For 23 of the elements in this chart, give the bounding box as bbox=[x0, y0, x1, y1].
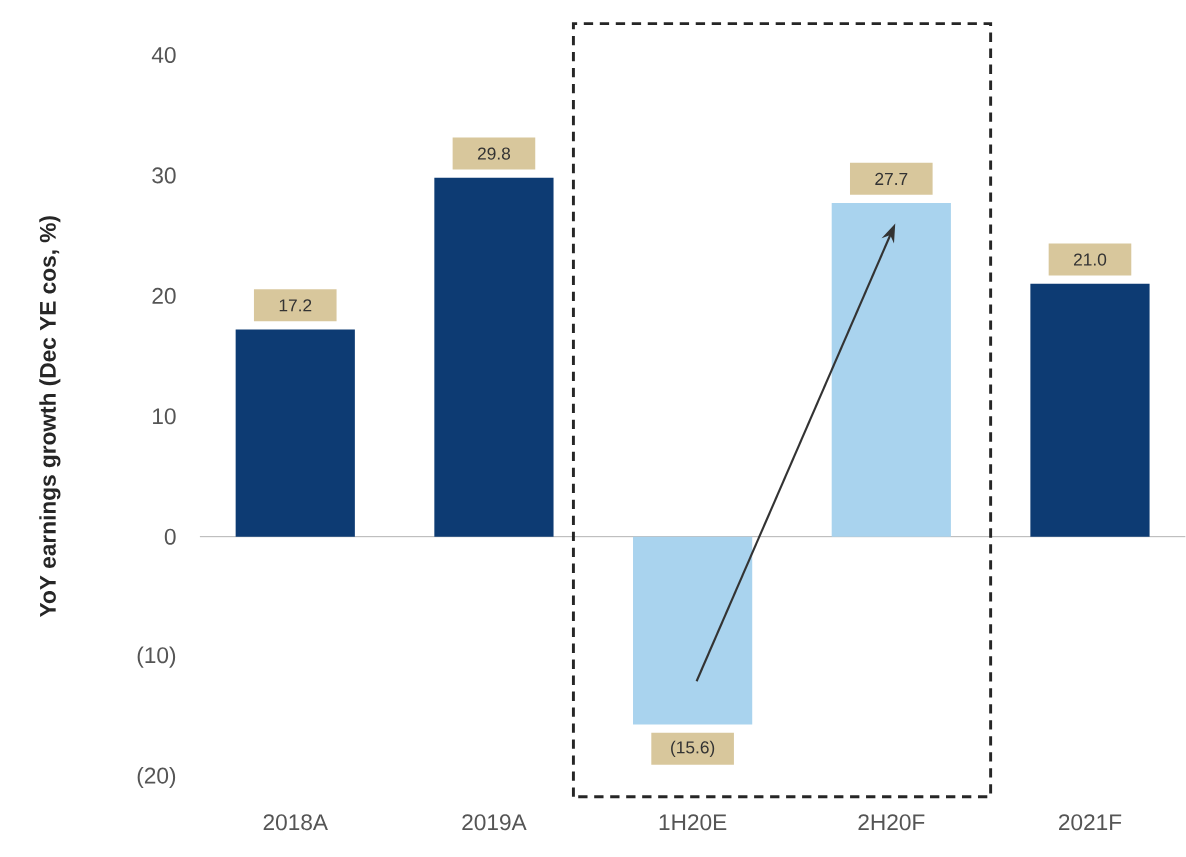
bar bbox=[831, 203, 951, 537]
bar bbox=[1030, 284, 1150, 537]
y-axis-title: YoY earnings growth (Dec YE cos, %) bbox=[39, 216, 61, 618]
data-label: 21.0 bbox=[1074, 253, 1107, 266]
bar bbox=[633, 536, 753, 725]
y-tick-label: (10) bbox=[137, 646, 176, 668]
data-label: 29.8 bbox=[477, 147, 511, 160]
y-tick-label: 0 bbox=[164, 528, 176, 545]
y-tick-label: 30 bbox=[152, 167, 176, 184]
data-label: 27.7 bbox=[875, 173, 908, 186]
x-tick-label: 2021F bbox=[1059, 814, 1122, 831]
y-tick-label: (20) bbox=[137, 767, 176, 789]
x-tick-label: 2019A bbox=[462, 814, 527, 831]
bar bbox=[434, 178, 554, 537]
x-tick-label: 2018A bbox=[263, 814, 328, 831]
bar bbox=[235, 329, 355, 537]
x-tick-label: 2H20F bbox=[858, 814, 925, 831]
y-tick-label: 40 bbox=[151, 47, 176, 64]
x-tick-label: 1H20E bbox=[659, 814, 727, 831]
data-label: 17.2 bbox=[279, 299, 312, 312]
y-tick-label: 10 bbox=[153, 408, 176, 425]
data-label: (15.6) bbox=[671, 740, 715, 758]
y-tick-label: 20 bbox=[152, 288, 176, 305]
